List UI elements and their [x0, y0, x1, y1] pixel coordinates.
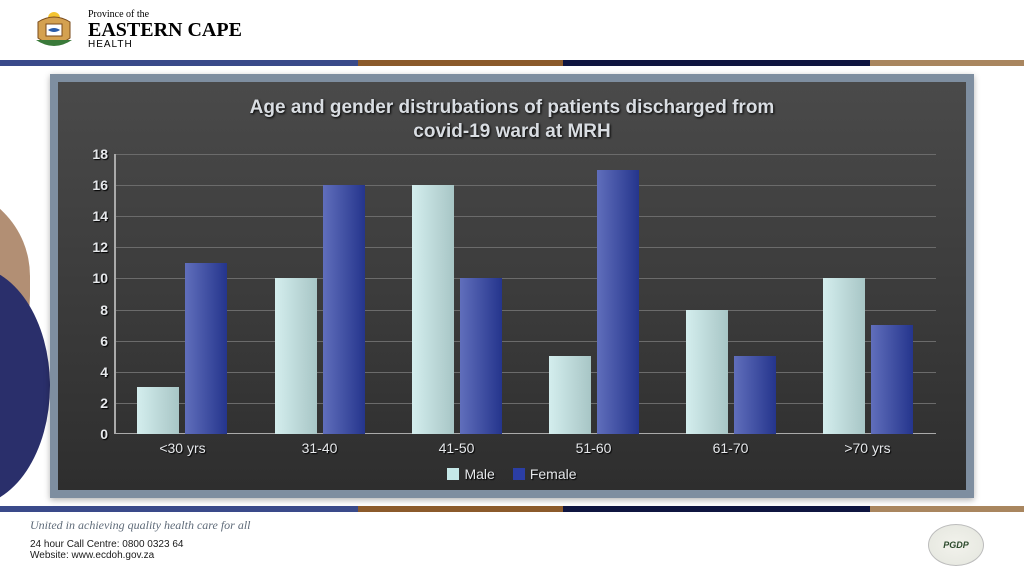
- grid-line: [114, 154, 936, 155]
- y-axis-label: 14: [92, 208, 114, 224]
- bar-female: [597, 170, 639, 434]
- x-axis: [114, 433, 936, 435]
- chart-surface: Age and gender distrubations of patients…: [58, 82, 966, 490]
- x-axis-label: 31-40: [302, 440, 338, 456]
- legend-swatch: [513, 468, 525, 480]
- crest-icon: [30, 8, 78, 52]
- header-title: EASTERN CAPE: [88, 20, 242, 40]
- bar-female: [734, 356, 776, 434]
- bar-male: [275, 278, 317, 434]
- bar-female: [323, 185, 365, 434]
- legend-item: Male: [447, 466, 494, 482]
- bar-male: [823, 278, 865, 434]
- footer-call-centre: 24 hour Call Centre: 0800 0323 64: [30, 539, 994, 550]
- main-area: Age and gender distrubations of patients…: [0, 66, 1024, 506]
- bar-group: [412, 154, 502, 434]
- y-axis-label: 6: [100, 333, 114, 349]
- grid-line: [114, 278, 936, 279]
- bar-male: [412, 185, 454, 434]
- y-axis-label: 18: [92, 146, 114, 162]
- y-axis-label: 10: [92, 270, 114, 286]
- bar-group: [686, 154, 776, 434]
- grid-line: [114, 403, 936, 404]
- bar-female: [185, 263, 227, 434]
- legend-label: Female: [530, 466, 577, 482]
- y-axis-label: 12: [92, 239, 114, 255]
- logo-block: Province of the EASTERN CAPE HEALTH: [30, 8, 242, 52]
- footer-slogan: United in achieving quality health care …: [30, 518, 994, 533]
- bar-group: [823, 154, 913, 434]
- y-axis: [114, 154, 116, 434]
- bar-male: [137, 387, 179, 434]
- side-decor-navy: [0, 266, 50, 506]
- grid-line: [114, 372, 936, 373]
- y-axis-label: 0: [100, 426, 114, 442]
- grid-line: [114, 247, 936, 248]
- x-axis-label: >70 yrs: [844, 440, 890, 456]
- x-axis-label: 51-60: [576, 440, 612, 456]
- chart-title: Age and gender distrubations of patients…: [78, 96, 946, 144]
- grid-line: [114, 341, 936, 342]
- legend-item: Female: [513, 466, 577, 482]
- bar-female: [871, 325, 913, 434]
- grid-line: [114, 216, 936, 217]
- x-axis-label: 61-70: [713, 440, 749, 456]
- bar-male: [549, 356, 591, 434]
- x-axis-label: <30 yrs: [159, 440, 205, 456]
- chart-title-line2: covid-19 ward at MRH: [413, 121, 610, 142]
- footer-right-logo-text: PGDP: [943, 540, 969, 550]
- header-department: HEALTH: [88, 40, 242, 50]
- y-axis-label: 4: [100, 364, 114, 380]
- chart-plot-area: 024681012141618<30 yrs31-4041-5051-6061-…: [114, 154, 936, 434]
- y-axis-label: 2: [100, 395, 114, 411]
- legend-swatch: [447, 468, 459, 480]
- y-axis-label: 16: [92, 177, 114, 193]
- bar-group: [137, 154, 227, 434]
- y-axis-label: 8: [100, 302, 114, 318]
- x-axis-label: 41-50: [439, 440, 475, 456]
- header: Province of the EASTERN CAPE HEALTH: [0, 0, 1024, 60]
- grid-line: [114, 310, 936, 311]
- bar-male: [686, 310, 728, 434]
- bar-group: [549, 154, 639, 434]
- chart-panel: Age and gender distrubations of patients…: [50, 74, 974, 498]
- grid-line: [114, 185, 936, 186]
- footer-right-logo: PGDP: [928, 524, 984, 566]
- chart-title-line1: Age and gender distrubations of patients…: [250, 97, 775, 118]
- bar-female: [460, 278, 502, 434]
- chart-legend: Male Female: [58, 466, 966, 482]
- footer-website: Website: www.ecdoh.gov.za: [30, 550, 994, 561]
- bar-group: [275, 154, 365, 434]
- legend-label: Male: [464, 466, 494, 482]
- footer: United in achieving quality health care …: [0, 512, 1024, 578]
